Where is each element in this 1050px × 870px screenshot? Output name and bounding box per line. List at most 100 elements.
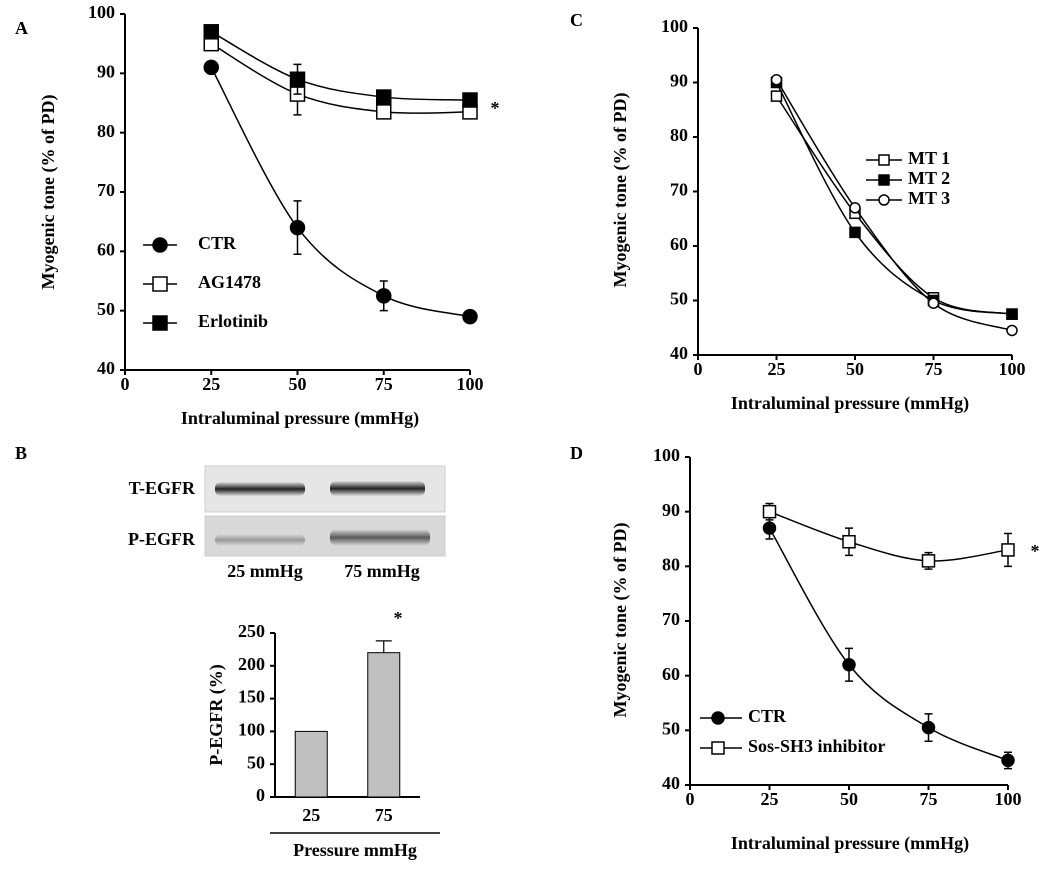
series-line bbox=[768, 527, 1009, 762]
y-tick-label: 80 bbox=[670, 125, 688, 145]
x-tick-label: 25 bbox=[768, 359, 786, 379]
legend-label: Erlotinib bbox=[198, 311, 268, 331]
x-axis-label: Intraluminal pressure (mmHg) bbox=[181, 408, 419, 429]
data-point bbox=[921, 554, 936, 568]
y-tick-label: 100 bbox=[238, 720, 265, 740]
y-tick-label: 80 bbox=[97, 121, 115, 141]
legend-marker bbox=[711, 711, 725, 725]
y-axis-label: Myogenic tone (% of PD) bbox=[610, 523, 631, 718]
blot-row-label: P-EGFR bbox=[128, 529, 196, 549]
y-tick-label: 40 bbox=[97, 358, 115, 378]
legend-marker bbox=[152, 276, 168, 292]
y-axis-label: Myogenic tone (% of PD) bbox=[38, 95, 59, 290]
y-tick-label: 150 bbox=[238, 687, 265, 707]
legend-marker bbox=[152, 237, 168, 253]
panel-label: B bbox=[15, 443, 27, 463]
x-tick-label: 75 bbox=[375, 374, 393, 394]
series-line bbox=[769, 510, 1009, 562]
blot bbox=[204, 465, 446, 557]
legend-marker bbox=[711, 741, 725, 755]
y-tick-label: 60 bbox=[97, 239, 115, 259]
y-tick-label: 70 bbox=[662, 609, 680, 629]
y-tick-label: 200 bbox=[238, 654, 265, 674]
series-line bbox=[775, 95, 1013, 315]
y-tick-label: 100 bbox=[661, 16, 688, 36]
y-tick-label: 50 bbox=[247, 752, 265, 772]
data-point bbox=[1001, 543, 1015, 557]
y-tick-label: 50 bbox=[662, 718, 680, 738]
annotation: * bbox=[1031, 541, 1040, 561]
data-point bbox=[842, 657, 856, 672]
y-tick-label: 40 bbox=[670, 343, 688, 363]
error-bar bbox=[375, 640, 392, 653]
data-point bbox=[842, 534, 856, 549]
x-tick-label: 25 bbox=[202, 374, 220, 394]
y-tick-label: 80 bbox=[662, 554, 680, 574]
x-tick-label: 0 bbox=[121, 374, 130, 394]
y-tick-label: 50 bbox=[97, 299, 115, 319]
x-axis-label: Intraluminal pressure (mmHg) bbox=[731, 833, 969, 854]
panel-label: D bbox=[570, 443, 583, 463]
y-tick-label: 70 bbox=[97, 180, 115, 200]
legend-label: AG1478 bbox=[198, 272, 261, 292]
x-tick-label: 100 bbox=[457, 374, 484, 394]
x-tick-label: 25 bbox=[761, 789, 779, 809]
blot-lane-label: 25 mmHg bbox=[227, 561, 303, 581]
y-axis-label: Myogenic tone (% of PD) bbox=[610, 93, 631, 288]
panel-label: C bbox=[570, 10, 583, 30]
x-axis-label: Intraluminal pressure (mmHg) bbox=[731, 393, 969, 414]
x-tick-label: 0 bbox=[686, 789, 695, 809]
y-tick-label: 40 bbox=[662, 773, 680, 793]
data-point bbox=[376, 104, 392, 120]
data-point bbox=[203, 59, 219, 76]
series-line bbox=[210, 31, 471, 101]
data-point bbox=[1006, 308, 1018, 320]
annotation: * bbox=[491, 98, 500, 118]
legend-label: Sos-SH3 inhibitor bbox=[748, 736, 886, 756]
x-tick-label: 100 bbox=[995, 789, 1022, 809]
y-tick-label: 90 bbox=[97, 61, 115, 81]
data-point bbox=[462, 308, 478, 325]
legend-marker bbox=[878, 154, 890, 166]
y-tick-label: 100 bbox=[88, 2, 115, 22]
data-point bbox=[849, 226, 861, 239]
data-point bbox=[927, 297, 940, 309]
legend-marker bbox=[878, 174, 890, 186]
y-tick-label: 70 bbox=[670, 180, 688, 200]
data-point bbox=[770, 90, 783, 102]
y-tick-label: 0 bbox=[256, 785, 265, 805]
x-tick-label: 75 bbox=[375, 805, 393, 825]
data-point bbox=[289, 219, 306, 236]
x-tick-label: 50 bbox=[840, 789, 858, 809]
x-axis-label: Pressure mmHg bbox=[293, 840, 417, 860]
legend-label: MT 3 bbox=[908, 188, 950, 208]
x-tick-label: 75 bbox=[925, 359, 943, 379]
series-line bbox=[775, 82, 1013, 315]
legend-label: MT 2 bbox=[908, 168, 950, 188]
data-point bbox=[921, 720, 936, 735]
data-point bbox=[849, 202, 861, 214]
y-tick-label: 100 bbox=[653, 445, 680, 465]
bar bbox=[367, 652, 401, 798]
x-tick-label: 100 bbox=[999, 359, 1026, 379]
data-point bbox=[770, 74, 783, 86]
y-tick-label: 250 bbox=[238, 621, 265, 641]
legend-label: MT 1 bbox=[908, 148, 950, 168]
blot-lane-label: 75 mmHg bbox=[344, 561, 420, 581]
legend-marker bbox=[152, 315, 168, 331]
y-tick-label: 50 bbox=[670, 289, 688, 309]
legend-label: CTR bbox=[198, 233, 237, 253]
series-line bbox=[210, 43, 471, 114]
x-tick-label: 0 bbox=[694, 359, 703, 379]
x-tick-label: 50 bbox=[846, 359, 864, 379]
x-tick-label: 25 bbox=[302, 805, 320, 825]
data-point bbox=[203, 24, 219, 40]
y-tick-label: 60 bbox=[670, 234, 688, 254]
x-tick-label: 75 bbox=[920, 789, 938, 809]
data-point bbox=[289, 71, 306, 88]
y-tick-label: 90 bbox=[670, 71, 688, 91]
data-point bbox=[376, 89, 392, 105]
y-tick-label: 60 bbox=[662, 664, 680, 684]
data-point bbox=[1001, 753, 1015, 768]
series-line bbox=[775, 79, 1013, 332]
